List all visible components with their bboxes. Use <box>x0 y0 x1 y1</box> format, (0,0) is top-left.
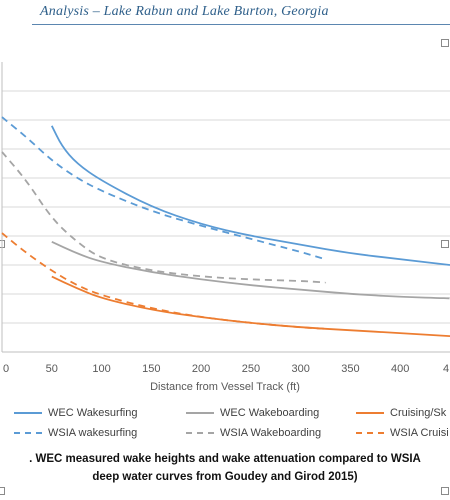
legend-item: WSIA Cruisi <box>356 425 449 441</box>
gridlines <box>2 90 450 324</box>
legend-label: WSIA Wakeboarding <box>220 427 322 439</box>
x-tick-labels: 0 50 100 150 200 250 300 350 400 4 <box>3 363 449 375</box>
legend-swatch <box>14 432 42 434</box>
legend-label: WSIA Cruisi <box>390 427 449 439</box>
legend-label: WEC Wakesurfing <box>48 407 138 419</box>
frame-handle-bottom-left[interactable] <box>0 487 5 495</box>
x-tick-label: 150 <box>142 363 160 375</box>
series-line-wsia-wakesurfing <box>1 116 327 261</box>
series-lines <box>1 116 450 337</box>
caption-line-1: . WEC measured wake heights and wake att… <box>29 453 421 465</box>
legend-item: WEC Wakeboarding <box>186 405 319 421</box>
x-tick-label: 4 <box>443 363 449 375</box>
frame-handle-top-right[interactable] <box>441 39 449 47</box>
frame-handle-right-middle[interactable] <box>441 240 449 248</box>
x-tick-label: 350 <box>341 363 359 375</box>
legend-swatch <box>186 432 214 434</box>
series-line-wsia-cruisi <box>1 232 326 330</box>
legend-item: WSIA Wakeboarding <box>186 425 321 441</box>
legend-label: Cruising/Sk <box>390 407 447 419</box>
series-line-wec-wakeboarding <box>51 240 450 300</box>
wake-height-chart: 0 50 100 150 200 250 300 350 400 4 Distance from … <box>1 62 450 393</box>
x-tick-label: 50 <box>46 363 58 375</box>
legend-item: WSIA wakesurfing <box>14 425 137 441</box>
header-divider <box>32 24 450 25</box>
figure-caption: . WEC measured wake heights and wake att… <box>0 450 450 486</box>
x-tick-label: 300 <box>291 363 309 375</box>
chart-legend: WEC Wakesurfing WEC Wakeboarding Cruising/… <box>0 404 450 444</box>
axes <box>1 62 450 353</box>
x-tick-label: 400 <box>391 363 409 375</box>
x-axis-label: Distance from Vessel Track (ft) <box>150 381 300 393</box>
frame-handle-bottom-right[interactable] <box>441 487 449 495</box>
caption-line-2: deep water curves from Goudey and Girod … <box>92 471 358 483</box>
series-line-wsia-wakeboarding <box>1 151 327 284</box>
legend-label: WSIA wakesurfing <box>48 427 138 439</box>
legend-item: Cruising/Sk <box>356 405 446 421</box>
legend-item: WEC Wakesurfing <box>14 405 137 421</box>
x-tick-label: 100 <box>92 363 110 375</box>
series-line-wec-wakesurfing <box>50 125 450 266</box>
x-tick-label: 250 <box>242 363 260 375</box>
x-tick-label: 200 <box>192 363 210 375</box>
legend-swatch <box>356 432 384 434</box>
x-tick-label: 0 <box>3 363 9 375</box>
legend-swatch <box>14 412 42 414</box>
page-header-title: Analysis – Lake Rabun and Lake Burton, G… <box>40 4 329 19</box>
legend-swatch <box>356 412 384 414</box>
legend-swatch <box>186 412 214 414</box>
legend-label: WEC Wakeboarding <box>220 407 320 419</box>
